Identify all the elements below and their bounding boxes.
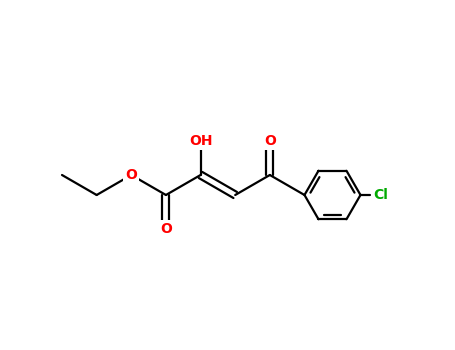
Text: O: O <box>160 222 172 236</box>
Text: O: O <box>125 168 137 182</box>
Text: O: O <box>264 134 276 148</box>
Text: Cl: Cl <box>373 188 388 202</box>
Text: OH: OH <box>189 134 212 148</box>
